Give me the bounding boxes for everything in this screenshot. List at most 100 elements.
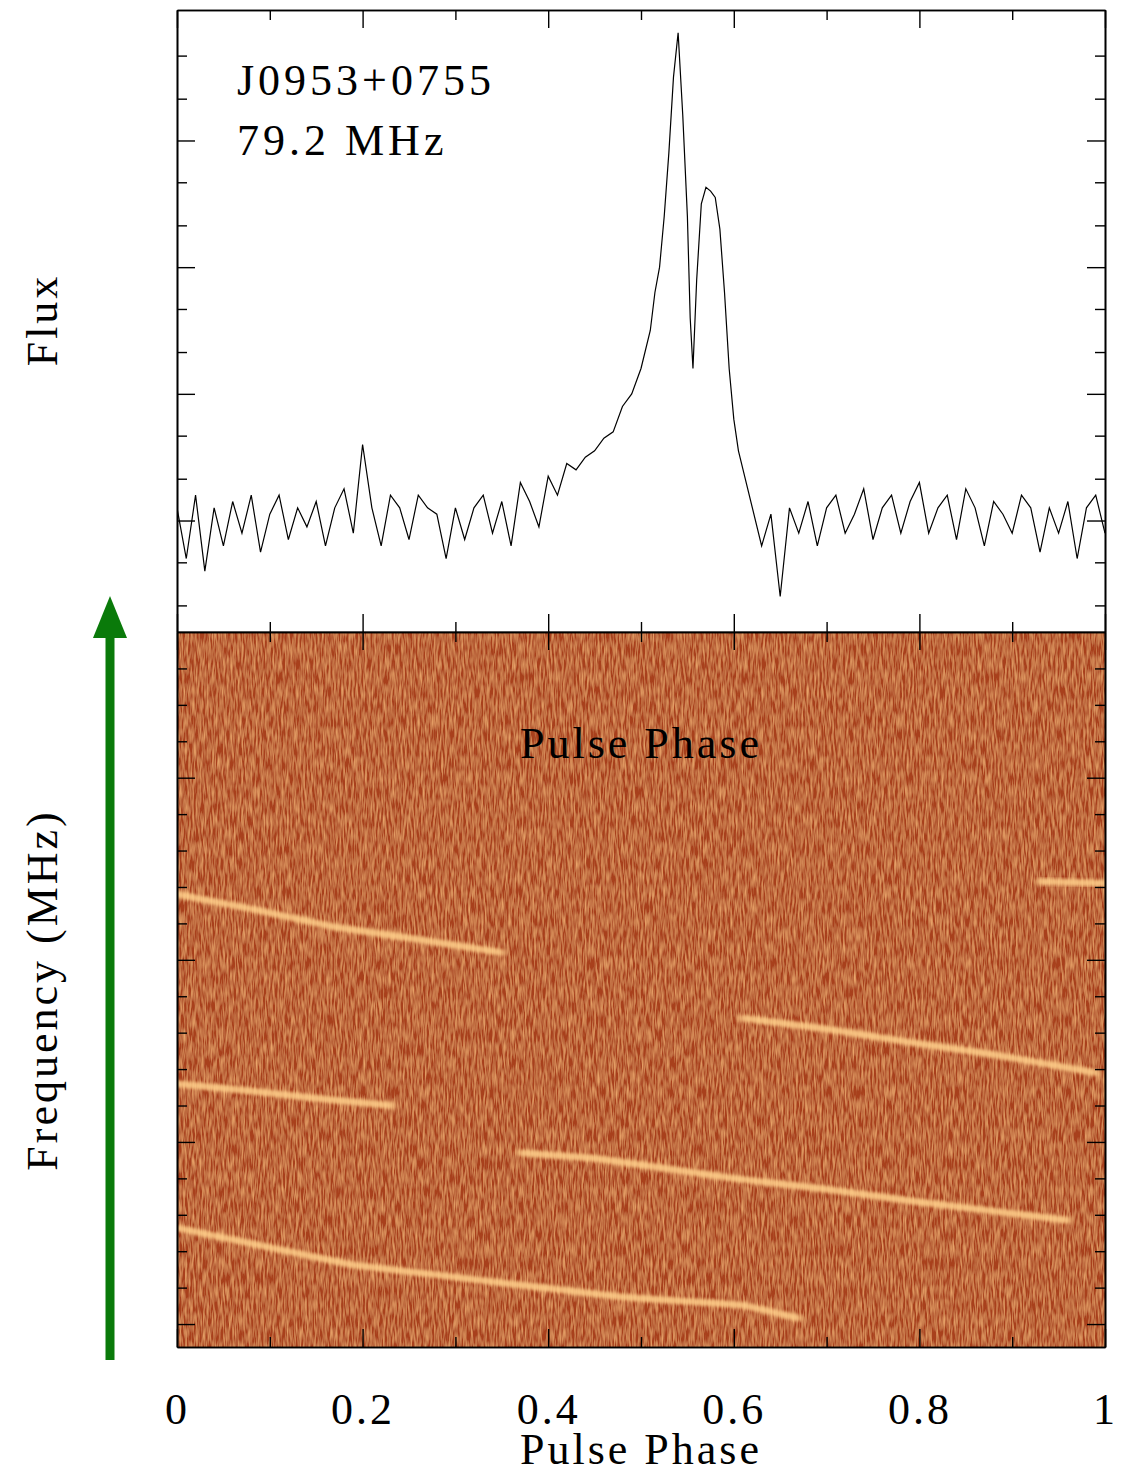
axis-line [1105,633,1107,1348]
tick [1095,923,1105,924]
arrow-head [93,596,127,638]
tick-mark [177,435,187,436]
scintle [177,1084,390,1106]
axis-line [177,11,179,633]
tick-mark [919,10,920,28]
tick [734,632,735,650]
tick [270,632,271,642]
tick-mark [177,960,195,961]
tick-mark [1087,960,1105,961]
tick-mark [362,614,363,632]
tick-mark [1095,923,1105,924]
annotation: Pulse Phase [520,719,762,768]
tick-mark [826,622,827,632]
tick-mark [641,632,642,642]
tick-mark [1095,705,1105,706]
tick [177,1251,187,1252]
scintle [1040,882,1105,884]
tick-mark [919,614,920,632]
tick [177,1106,187,1107]
tick [1095,99,1105,100]
tick [1095,182,1105,183]
tick-mark [1012,622,1013,632]
tick-mark [455,622,456,632]
tick [1095,1069,1105,1070]
tick [1095,705,1105,706]
x-axis-bottom-minor [178,1337,1106,1348]
tick [1012,632,1013,642]
arrow-shaft [106,630,115,1360]
tick [1087,521,1105,522]
tick [1095,996,1105,997]
tick [1095,352,1105,353]
tick [1087,960,1105,961]
tick-mark [177,140,195,141]
tick [177,923,187,924]
tick-mark [362,10,363,28]
tick [1095,851,1105,852]
tick-mark [1087,1324,1105,1325]
tick [1087,778,1105,779]
tick-mark [177,1142,195,1143]
tick-mark [826,10,827,20]
tick-mark [177,1032,187,1033]
tick [270,622,271,632]
tick-mark [826,1337,827,1347]
tick [177,851,187,852]
annotation: J0953+0755 [237,56,495,105]
tick-mark [177,394,195,395]
tick [177,56,187,57]
tick-mark [177,98,187,99]
tick [1095,605,1105,606]
tick [177,960,195,961]
scintle [743,1018,1096,1073]
axis-line [1105,11,1107,633]
tick [641,1337,642,1347]
tick-mark [177,267,195,268]
tick-mark [1087,520,1105,521]
tick-mark [1095,1105,1105,1106]
axis-line [1105,11,1107,633]
tick-mark [177,1287,187,1288]
x-axis-top [178,632,1106,650]
tick [455,10,456,20]
tick-mark [177,1105,187,1106]
tick-mark [1095,1287,1105,1288]
tick-mark [1095,1251,1105,1252]
tick-mark [1095,1032,1105,1033]
tick [177,887,187,888]
tick-mark [641,10,642,20]
tick-mark [1095,352,1105,353]
x-axis-bottom-minor [178,622,1106,633]
tick [641,632,642,642]
x-axis-top-minor [178,632,1106,642]
tick [177,521,195,522]
tick-mark [734,632,735,650]
tick [177,267,195,268]
tick [177,225,187,226]
tick-mark [1095,668,1105,669]
tick-mark [177,352,187,353]
tick [177,996,187,997]
tick [177,394,195,395]
tick-mark [177,1251,187,1252]
y-axis-left [177,11,195,633]
tick [363,614,364,632]
tick [548,10,549,28]
tick [1012,10,1013,20]
x-axis-bottom: 00.20.40.60.81 [165,1329,1118,1434]
tick [548,632,549,650]
tick [1095,225,1105,226]
tick-mark [177,1324,195,1325]
tick-mark [1095,850,1105,851]
axis-line [177,633,179,1348]
tick [177,668,187,669]
tick [455,622,456,632]
tick [177,741,187,742]
tick [177,352,187,353]
tick-mark [455,632,456,642]
tick-mark [177,996,187,997]
annotation: 79.2 MHz [237,116,447,165]
axis-line [1105,633,1107,1348]
tick [1087,1324,1105,1325]
